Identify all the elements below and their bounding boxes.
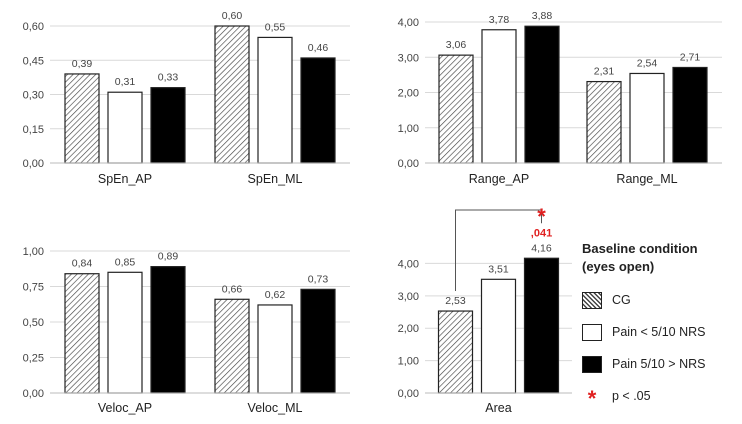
- data-label: 3,06: [446, 39, 467, 51]
- legend-swatch-black: [582, 355, 602, 373]
- category-label: Veloc_AP: [98, 401, 152, 415]
- data-label: 3,88: [532, 10, 553, 22]
- bar-cg: [214, 298, 250, 394]
- bar-pain-high: [150, 87, 186, 164]
- legend-label-significance: p < .05: [612, 389, 651, 403]
- data-label: 3,78: [489, 14, 510, 26]
- data-label: 0,39: [72, 58, 93, 70]
- legend-title-line2: (eyes open): [582, 259, 655, 274]
- legend-title: Baseline condition (eyes open): [582, 240, 740, 276]
- y-tick-label: 0,25: [23, 353, 44, 365]
- bar-cg: [437, 310, 474, 394]
- bar-pain-high: [523, 257, 560, 394]
- y-tick-label: 4,00: [398, 258, 419, 270]
- bar-cg: [214, 25, 250, 164]
- category-label: SpEn_AP: [98, 172, 152, 186]
- legend-title-line1: Baseline condition: [582, 241, 698, 256]
- category-label: Range_ML: [616, 172, 677, 186]
- legend-label-pain-low: Pain < 5/10 NRS: [612, 325, 706, 339]
- bar-cg: [64, 73, 100, 164]
- legend-item-pain-low: Pain < 5/10 NRS: [582, 322, 740, 342]
- data-label: 2,31: [594, 66, 615, 78]
- category-label: Area: [485, 401, 511, 415]
- data-label: 0,84: [72, 258, 93, 270]
- chart-panel-range: 0,00 1,00 2,00 3,00 4,00 3,06 3,78 3,88 Range_AP…: [398, 10, 722, 186]
- bar-pain-high: [672, 66, 708, 164]
- bar-pain-low: [257, 36, 293, 164]
- bar-pain-low: [480, 278, 517, 394]
- category-label: SpEn_ML: [248, 172, 303, 186]
- legend-swatch-hatched: [582, 291, 602, 309]
- data-label: 0,62: [265, 289, 286, 301]
- legend-swatch-white: [582, 323, 602, 341]
- y-tick-label: 0,45: [23, 55, 44, 67]
- y-tick-label: 0,50: [23, 317, 44, 329]
- significance-star-icon: *: [537, 204, 546, 229]
- data-label: 2,71: [680, 51, 701, 63]
- chart-panel-area: 0,00 1,00 2,00 3,00 4,00 2,53 3,51 4,16 Area ,041…: [398, 204, 572, 415]
- legend-item-significance: * p < .05: [582, 386, 740, 411]
- y-tick-label: 4,00: [398, 17, 419, 29]
- data-label: 3,51: [488, 263, 509, 275]
- data-label: 0,73: [308, 273, 329, 285]
- data-label: 0,31: [115, 76, 136, 88]
- legend-label-pain-high: Pain 5/10 > NRS: [612, 357, 706, 371]
- legend-item-cg: CG: [582, 290, 740, 310]
- data-label: 0,66: [222, 283, 243, 295]
- data-label: 2,53: [445, 295, 466, 307]
- category-label: Veloc_ML: [248, 401, 303, 415]
- category-label: Range_AP: [469, 172, 529, 186]
- y-tick-label: 0,75: [23, 282, 44, 294]
- y-tick-label: 0,00: [398, 388, 419, 400]
- bar-pain-low: [257, 304, 293, 394]
- bar-pain-low: [629, 72, 665, 164]
- y-tick-label: 2,00: [398, 88, 419, 100]
- bar-pain-low: [107, 91, 143, 164]
- legend-item-pain-high: Pain 5/10 > NRS: [582, 354, 740, 374]
- data-label: 0,46: [308, 42, 329, 54]
- significance-star-icon: *: [587, 386, 597, 411]
- bar-pain-low: [107, 271, 143, 394]
- y-tick-label: 0,00: [23, 388, 44, 400]
- bar-pain-high: [300, 288, 336, 394]
- chart-panel-spen: 0,00 0,15 0,30 0,45 0,60 0,39 0,31 0,33 SpEn_AP 0…: [23, 10, 350, 186]
- legend: Baseline condition (eyes open) CG Pain <…: [582, 240, 740, 418]
- legend-label-cg: CG: [612, 293, 631, 307]
- y-tick-label: 3,00: [398, 291, 419, 303]
- data-label: 2,54: [637, 57, 658, 69]
- bar-cg: [586, 80, 622, 164]
- data-label: 0,55: [265, 21, 286, 33]
- data-label: 0,33: [158, 72, 179, 84]
- significance-bracket: [455, 209, 542, 292]
- data-label: 0,60: [222, 10, 243, 22]
- p-value-label: ,041: [531, 227, 552, 239]
- chart-panel-veloc: 0,00 0,25 0,50 0,75 1,00 0,84 0,85 0,89 Veloc_AP…: [23, 246, 350, 415]
- y-tick-label: 2,00: [398, 323, 419, 335]
- bar-pain-low: [481, 29, 517, 164]
- y-tick-label: 3,00: [398, 52, 419, 64]
- data-label: 0,89: [158, 251, 179, 263]
- bar-cg: [438, 54, 474, 164]
- y-tick-label: 1,00: [398, 123, 419, 135]
- bar-cg: [64, 273, 100, 394]
- bar-pain-high: [524, 25, 560, 164]
- y-tick-label: 0,30: [23, 90, 44, 102]
- y-tick-label: 0,15: [23, 124, 44, 136]
- y-tick-label: 0,00: [398, 158, 419, 170]
- y-tick-label: 1,00: [398, 356, 419, 368]
- bar-pain-high: [150, 266, 186, 394]
- data-label: 4,16: [531, 242, 552, 254]
- y-tick-label: 1,00: [23, 246, 44, 258]
- y-tick-label: 0,00: [23, 158, 44, 170]
- data-label: 0,85: [115, 256, 136, 268]
- y-tick-label: 0,60: [23, 21, 44, 33]
- bar-pain-high: [300, 57, 336, 164]
